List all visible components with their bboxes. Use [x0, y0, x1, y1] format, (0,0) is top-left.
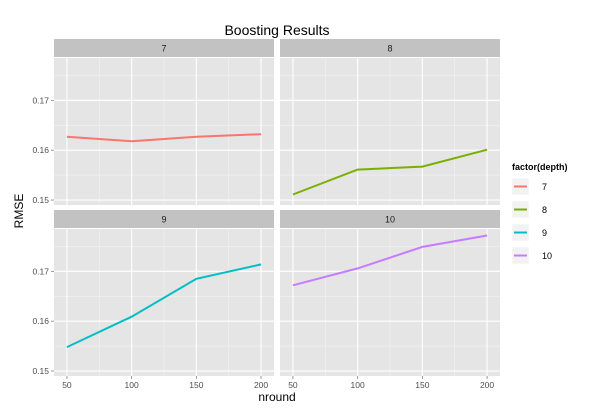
x-tick-label: 50: [62, 380, 72, 390]
facet-strip-label: 7: [161, 44, 166, 54]
legend-title: factor(depth): [512, 162, 568, 172]
y-tick-label: 0.15: [32, 195, 49, 205]
legend-label: 9: [542, 228, 547, 238]
x-tick-label: 200: [254, 380, 268, 390]
facet-strip: [280, 39, 500, 57]
y-tick-label: 0.16: [32, 145, 49, 155]
legend-label: 7: [542, 182, 547, 192]
x-tick-label: 100: [351, 380, 365, 390]
x-tick-label: 200: [480, 380, 494, 390]
legend: factor(depth) 7 8 9 10: [511, 162, 568, 265]
y-tick-label: 0.16: [32, 316, 49, 326]
y-tick-label: 0.17: [32, 266, 49, 276]
facet-panel-10: 10: [280, 210, 500, 376]
x-tick-label: 150: [415, 380, 429, 390]
series-line-7: [66, 133, 262, 143]
legend-item-10: 10: [511, 246, 552, 265]
facet-panels: 7 8 9 10: [54, 39, 500, 376]
axes: 0.15 0.16 0.17 0.15 0.16 0.17 50 100 150 200 50 100…: [32, 95, 494, 390]
facet-strip-label: 10: [385, 215, 395, 225]
chart-title: Boosting Results: [224, 22, 329, 38]
facet-panel-9: 9: [54, 210, 274, 376]
y-tick-label: 0.15: [32, 366, 49, 376]
legend-label: 10: [542, 251, 552, 261]
x-tick-label: 100: [125, 380, 139, 390]
facet-strip-label: 9: [161, 215, 166, 225]
legend-items: 7 8 9 10: [511, 177, 552, 265]
series-line-8: [292, 148, 488, 196]
facet-panel-8: 8: [280, 39, 500, 205]
y-tick-label: 0.17: [32, 95, 49, 105]
legend-item-7: 7: [511, 177, 547, 196]
facet-panel-7: 7: [54, 39, 274, 205]
x-axis-title: nround: [258, 390, 295, 404]
facet-strip: [280, 210, 500, 228]
y-axis-title: RMSE: [12, 194, 26, 229]
facet-strip: [54, 210, 274, 228]
legend-item-8: 8: [511, 200, 547, 219]
facet-strip-label: 8: [387, 44, 392, 54]
legend-item-9: 9: [511, 223, 547, 242]
x-tick-label: 50: [288, 380, 298, 390]
legend-label: 8: [542, 205, 547, 215]
series-line-9: [66, 263, 262, 349]
x-tick-label: 150: [189, 380, 203, 390]
facet-strip: [54, 39, 274, 57]
series-line-10: [292, 234, 488, 287]
